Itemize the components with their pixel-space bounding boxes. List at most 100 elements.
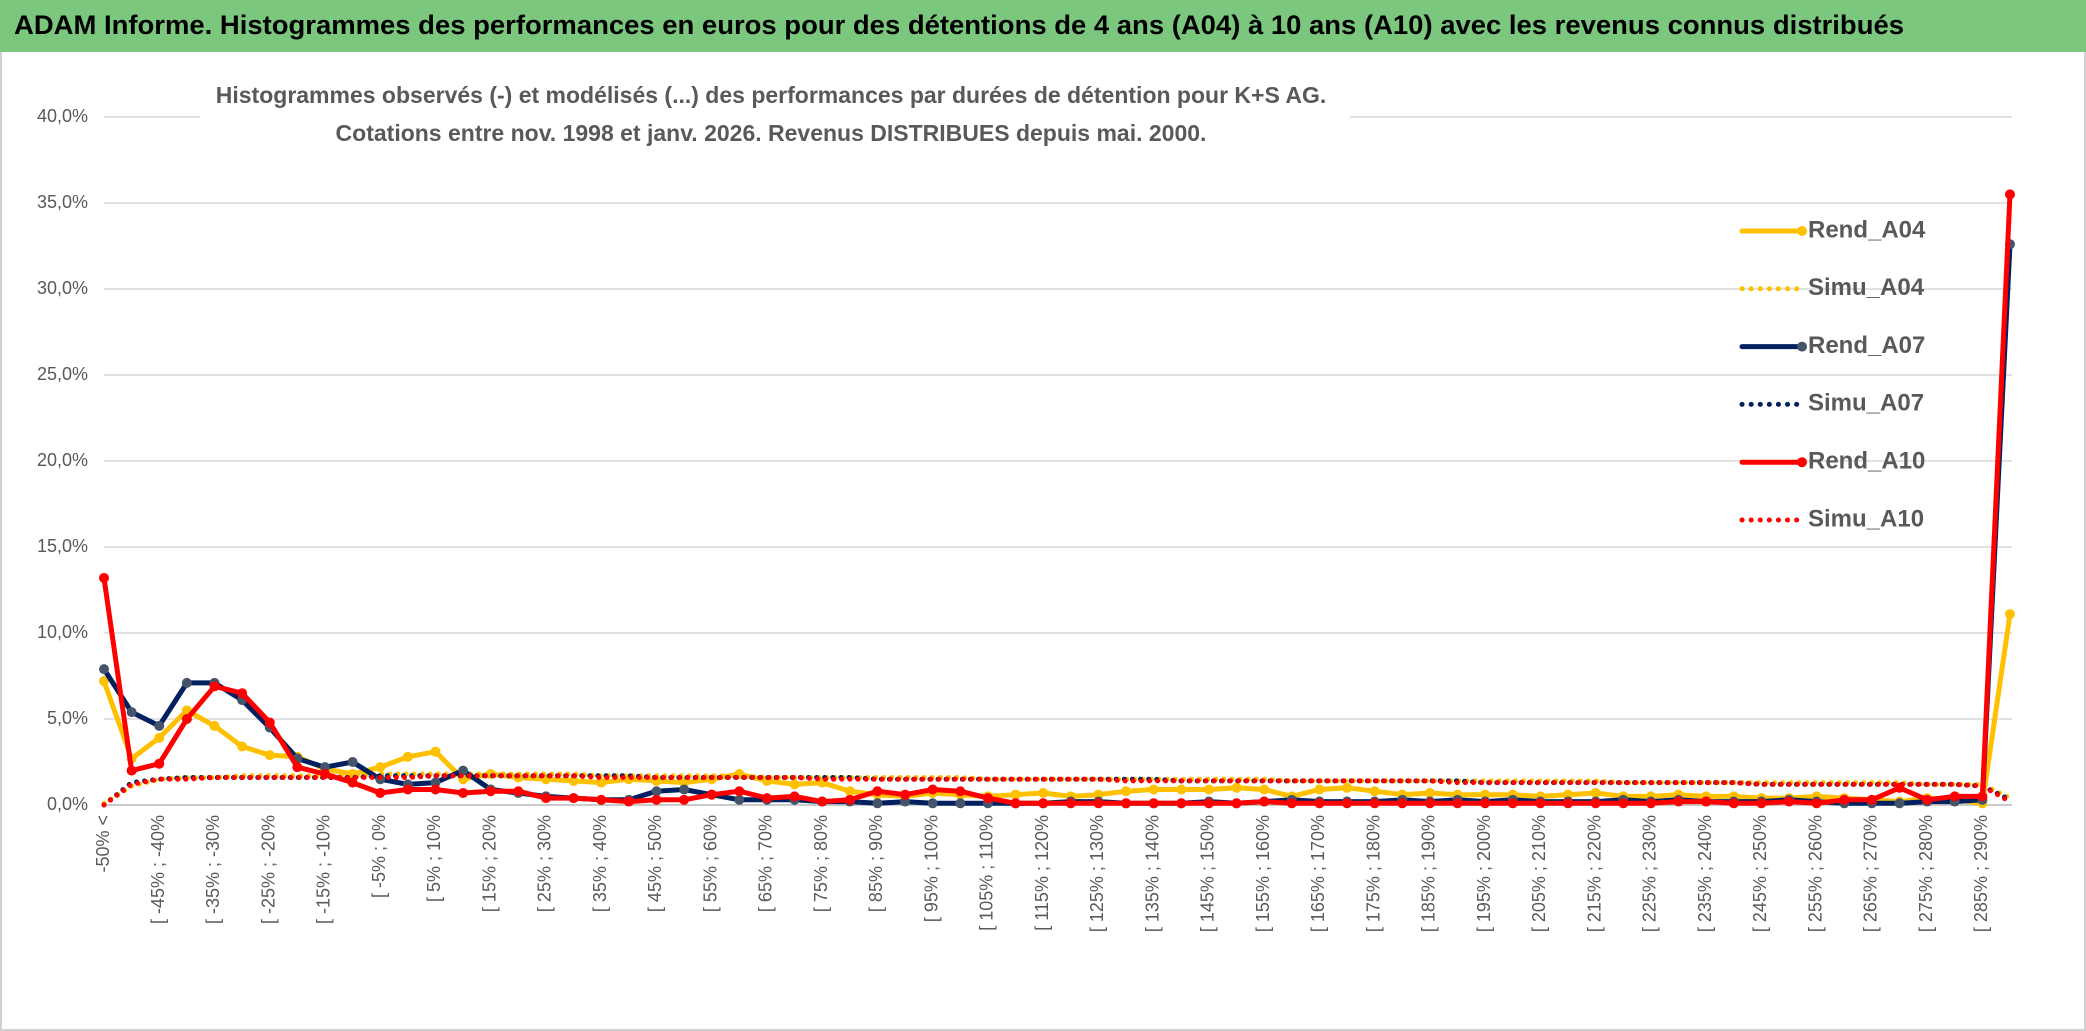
point [2005,189,2015,200]
point [209,720,220,731]
point [1259,796,1270,807]
point [900,789,911,800]
point [651,786,662,797]
point [430,746,441,757]
point [99,664,109,675]
point [1645,798,1656,809]
x-tick-label: [ 255% ; 260% [1805,815,1825,932]
x-tick-label: [ 35% ; 40% [590,815,610,912]
legend-label: Rend_A04 [1808,216,1926,243]
point [1342,782,1353,793]
point [982,793,993,804]
x-tick-label: [ -25% ; -20% [258,815,278,924]
point [154,758,165,769]
point [1148,784,1159,795]
point [1038,787,1049,798]
point [927,798,938,809]
x-tick-label: [ 25% ; 30% [535,815,555,912]
point [1535,798,1546,809]
point [1176,798,1187,809]
point [679,784,690,795]
x-tick-label: [ 165% ; 170% [1308,815,1328,932]
point [1756,798,1767,809]
chart-subtitle: Cotations entre nov. 1998 et janv. 2026.… [336,120,1207,146]
point [568,793,579,804]
point [844,786,855,797]
point [1231,798,1242,809]
point [1590,787,1601,798]
point [1507,798,1518,809]
point [568,775,579,786]
x-tick-label: [ 235% ; 240% [1695,815,1715,932]
y-tick-label: 15,0% [37,536,88,556]
point [154,732,165,743]
y-tick-label: 30,0% [37,278,88,298]
point [1424,787,1435,798]
x-tick-label: [ -15% ; -10% [314,815,334,924]
point [402,751,413,762]
point [1866,794,1877,805]
point [126,707,137,718]
point [513,786,524,797]
point [264,750,275,761]
chart-title: Histogrammes observés (-) et modélisés (… [216,82,1326,108]
point [1093,789,1104,800]
point [1259,784,1270,795]
point [1424,798,1435,809]
point [1038,798,1049,809]
x-tick-label: [ 185% ; 190% [1419,815,1439,932]
point [1480,798,1491,809]
y-tick-label: 0,0% [47,794,88,814]
x-tick-label: [ 215% ; 220% [1584,815,1604,932]
point [1728,798,1739,809]
point [651,794,662,805]
point [292,762,303,773]
legend-label: Simu_A10 [1808,505,1924,532]
point [1784,796,1795,807]
point [1203,798,1214,809]
observed-line [101,611,2013,806]
point [1203,784,1214,795]
point [237,741,248,752]
point [1369,798,1380,809]
x-tick-label: [ 55% ; 60% [700,815,720,912]
legend-label: Simu_A04 [1808,274,1925,301]
y-tick-label: 5,0% [47,708,88,728]
point [1231,782,1242,793]
x-tick-label: [ 125% ; 130% [1087,815,1107,932]
x-tick-label: [ -35% ; -30% [203,815,223,924]
x-tick-label: [ 95% ; 100% [921,815,941,922]
point [237,688,248,699]
point [1065,798,1076,809]
point [1590,798,1601,809]
point [126,765,137,776]
point [872,798,883,809]
point [679,777,690,788]
point [1949,791,1960,802]
point [99,572,109,583]
point [1010,789,1021,800]
x-tick-label: [ 205% ; 210% [1529,815,1549,932]
point [1369,786,1380,797]
point [844,794,855,805]
point [1894,798,1905,809]
point [789,779,800,790]
point [1286,798,1297,809]
point [1480,789,1491,800]
point [1397,798,1408,809]
legend: Rend_A04 Simu_A04 Rend_A07 Simu_A07 Rend_A10… [1739,216,1926,532]
x-tick-label: -50% < [93,815,113,873]
simulated-line [101,773,2013,808]
point [1121,786,1132,797]
x-tick-label: [ 45% ; 50% [645,815,665,912]
point [181,677,192,688]
x-tick-label: [ 105% ; 110% [977,815,997,931]
point [706,789,717,800]
point [2005,609,2015,620]
point [319,762,330,773]
point [1701,796,1712,807]
y-tick-label: 25,0% [37,364,88,384]
